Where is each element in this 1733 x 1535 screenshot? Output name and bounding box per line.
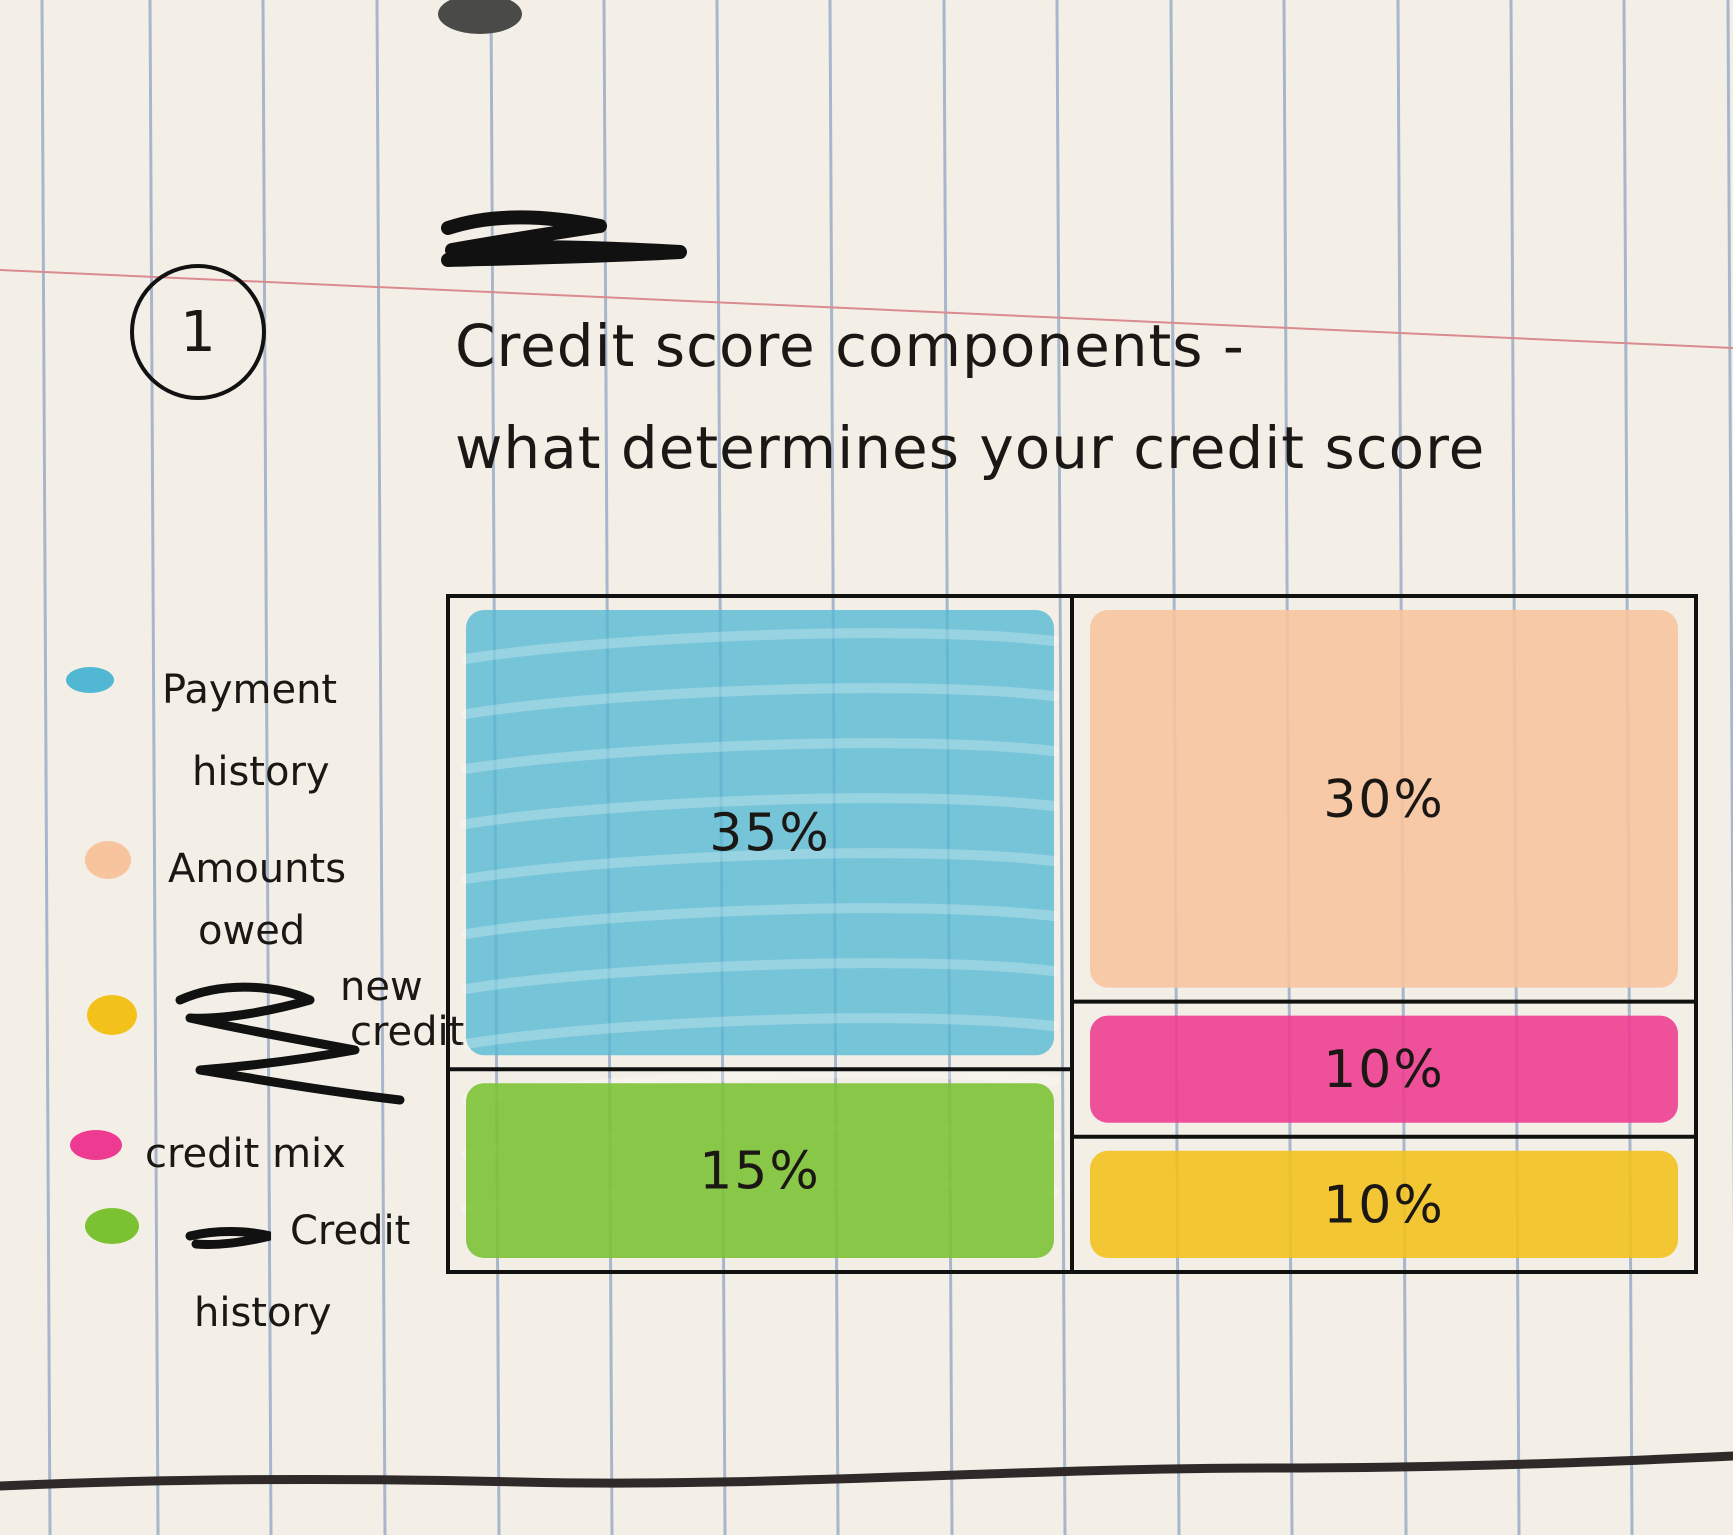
legend: Payment history Amounts owed new credit … [66,667,464,1336]
treemap-cell-length [466,1083,1054,1258]
margin-line [0,269,1733,349]
legend-label-new-credit-line-2: credit [350,1009,464,1055]
rule-line-15 [1726,0,1733,1248]
legend-swatch-credit-history [85,1208,139,1244]
legend-label-amounts-owed-line-2: owed [198,908,305,954]
number-badge: 1 [130,264,266,400]
legend-label-credit-history-line-2: history [194,1290,332,1336]
legend-label-amounts-owed-line-1: Amounts [168,846,346,892]
legend-credit-history-scribble [185,1227,272,1249]
payment-marker-stroke [461,738,1059,774]
treemap-cell-mix [1090,1015,1678,1123]
legend-label-credit-history-line-1: Credit [290,1208,410,1254]
legend-swatch-amounts-owed [85,841,131,879]
legend-label-credit-mix: credit mix [145,1131,346,1177]
payment-marker-stroke [461,683,1059,719]
treemap-label-new: 10% [1323,1175,1445,1235]
page-title-line-1: Credit score components - [455,312,1245,380]
treemap-cell-new [1090,1150,1678,1258]
rule-line-0 [40,0,52,1535]
scribble-mark [441,210,687,267]
treemap-label-length: 15% [699,1142,821,1202]
legend-label-payment-history-line-1: Payment [162,667,337,713]
rule-line-2 [261,0,273,1535]
payment-marker-stroke [461,793,1059,829]
treemap-cell-owed [1090,610,1678,988]
rule-line-9 [1055,0,1067,1535]
treemap-label-payment: 35% [709,804,831,864]
treemap-chart: 35% 15% 30% 10% 10% [446,594,1698,1274]
rule-line-3 [375,0,387,1535]
payment-marker-stroke [461,903,1059,939]
legend-label-payment-history-line-2: history [192,749,330,795]
bottom-rule [0,1451,1733,1491]
number-badge-text: 1 [180,300,216,365]
legend-label-new-credit-line-1: new [340,964,423,1010]
treemap-cell-payment [466,610,1054,1056]
payment-marker-stroke [461,958,1059,994]
payment-marker-stroke [461,1013,1059,1049]
treemap-label-mix: 10% [1323,1040,1445,1100]
treemap-label-owed: 30% [1323,770,1445,830]
legend-swatch-payment-history [66,667,114,693]
payment-marker-stroke [461,628,1059,664]
binder-hole [438,0,522,34]
legend-scribble [175,982,405,1105]
payment-marker-stroke [461,848,1059,884]
legend-swatch-new-credit [87,995,137,1035]
legend-swatch-credit-mix [70,1130,122,1160]
page-title-line-2: what determines your credit score [455,414,1485,482]
rule-line-1 [148,0,160,1535]
